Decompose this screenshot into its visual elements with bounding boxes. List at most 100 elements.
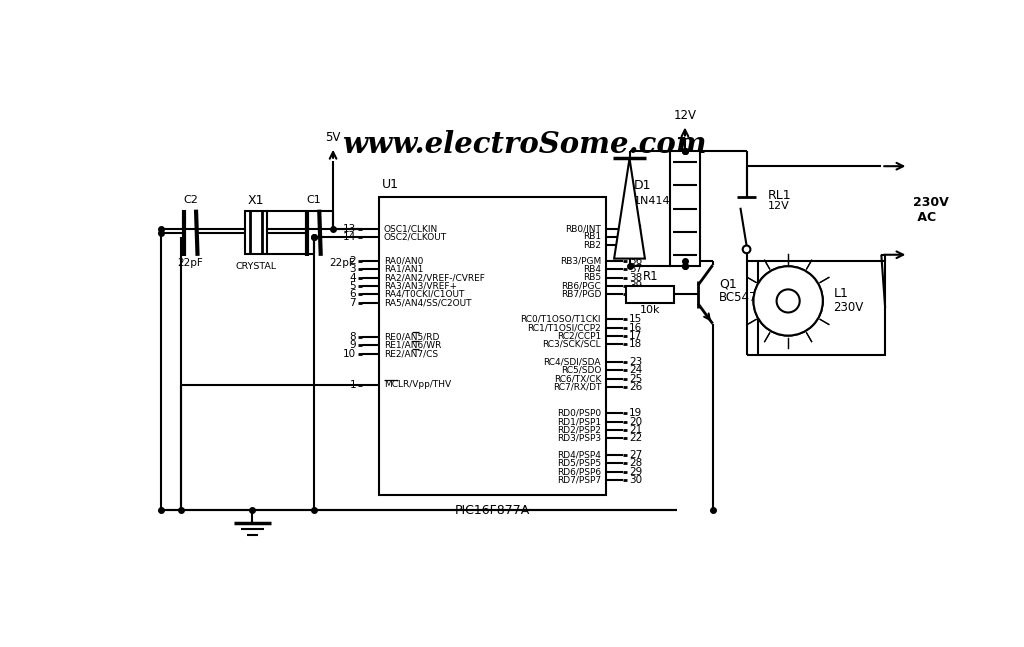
Text: 37: 37 [629,265,642,274]
Text: 35: 35 [629,240,642,250]
Text: RB4: RB4 [583,265,601,274]
Text: RC2/CCP1: RC2/CCP1 [557,331,601,340]
Text: RA0/AN0: RA0/AN0 [384,257,423,265]
Text: OSC2/CLKOUT: OSC2/CLKOUT [384,232,447,241]
Text: 26: 26 [629,382,642,392]
Text: 22: 22 [629,433,642,443]
Text: RC0/T1OSO/T1CKI: RC0/T1OSO/T1CKI [520,314,601,324]
Text: RA1/AN1: RA1/AN1 [384,265,423,274]
Text: RD6/PSP6: RD6/PSP6 [557,467,601,476]
Text: RC5/SDO: RC5/SDO [561,366,601,375]
Text: RB1: RB1 [583,232,601,241]
Text: C1: C1 [306,195,322,205]
Text: CRYSTAL: CRYSTAL [236,262,276,271]
Text: RD3/PSP3: RD3/PSP3 [557,434,601,443]
Text: RD4/PSP4: RD4/PSP4 [557,450,601,459]
Circle shape [754,267,823,336]
Text: 12V: 12V [674,109,696,122]
Text: 8: 8 [349,332,356,342]
Text: 10k: 10k [640,305,660,315]
Text: RC7/RX/DT: RC7/RX/DT [553,382,601,391]
Text: U1: U1 [382,178,399,191]
Text: 24: 24 [629,366,642,375]
Text: 9: 9 [349,340,356,351]
Text: R1: R1 [642,270,658,283]
Text: 7: 7 [349,298,356,308]
Text: 38: 38 [629,273,642,283]
Text: RC4/SDI/SDA: RC4/SDI/SDA [544,358,601,367]
Text: RE0/AN5/RD: RE0/AN5/RD [384,333,439,342]
Text: 19: 19 [629,408,642,419]
Text: 20: 20 [629,417,642,426]
Bar [627,286,674,303]
Text: RB2: RB2 [583,241,601,250]
Text: 14: 14 [343,232,356,242]
Text: 3: 3 [349,265,356,274]
Bar [246,211,267,254]
Text: D1: D1 [634,179,651,192]
Text: BC547: BC547 [719,291,758,304]
Text: 30: 30 [629,475,642,485]
Polygon shape [614,159,645,259]
Text: Q1: Q1 [719,277,736,290]
Text: RA4/T0CKI/C1OUT: RA4/T0CKI/C1OUT [384,290,464,299]
Text: 40: 40 [629,289,642,300]
Bar [670,151,700,267]
Text: 2: 2 [349,256,356,266]
Text: 5V: 5V [326,131,341,144]
Text: RA3/AN3/VREF+: RA3/AN3/VREF+ [384,281,457,291]
Text: C2: C2 [183,195,198,205]
Text: 1: 1 [349,380,356,389]
Text: RE2/AN7/CS: RE2/AN7/CS [384,349,438,358]
Text: 17: 17 [629,331,642,341]
Text: L1: L1 [834,287,849,300]
Circle shape [776,289,800,313]
Text: X1: X1 [248,193,264,206]
Text: 27: 27 [629,450,642,460]
Text: RB0/INT: RB0/INT [565,224,601,233]
Text: RA5/AN4/SS/C2OUT: RA5/AN4/SS/C2OUT [384,298,471,307]
Text: RB7/PGD: RB7/PGD [561,290,601,299]
Text: 230V
 AC: 230V AC [912,197,948,225]
Text: 29: 29 [629,466,642,477]
Text: L1: L1 [834,287,849,300]
Text: RD7/PSP7: RD7/PSP7 [557,476,601,485]
Text: 39: 39 [629,281,642,291]
Text: 16: 16 [629,322,642,333]
Text: RA2/AN2/VREF-/CVREF: RA2/AN2/VREF-/CVREF [384,273,484,282]
Text: MCLR/Vpp/THV: MCLR/Vpp/THV [384,380,451,389]
Text: 33: 33 [629,224,642,234]
Text: 5: 5 [349,281,356,291]
Text: RD2/PSP2: RD2/PSP2 [557,426,601,435]
Text: 230V: 230V [834,301,864,314]
Text: RD1/PSP1: RD1/PSP1 [557,417,601,426]
Text: 6: 6 [349,289,356,300]
Text: 22pF: 22pF [178,258,204,268]
Bar [758,261,885,355]
Text: RC3/SCK/SCL: RC3/SCK/SCL [543,340,601,349]
Circle shape [742,245,751,253]
Text: RD0/PSP0: RD0/PSP0 [557,409,601,418]
Text: 36: 36 [629,256,642,266]
Text: RC1/T1OSI/CCP2: RC1/T1OSI/CCP2 [527,323,601,332]
Text: RD5/PSP5: RD5/PSP5 [557,459,601,468]
Text: 23: 23 [629,357,642,367]
Bar [379,197,606,495]
Circle shape [754,267,823,336]
Text: 18: 18 [629,339,642,349]
Text: RB3/PGM: RB3/PGM [560,257,601,265]
Text: 28: 28 [629,458,642,468]
Text: RB6/PGC: RB6/PGC [561,281,601,291]
Text: 10: 10 [343,349,356,358]
Text: RB5: RB5 [583,273,601,282]
Text: 1N4148: 1N4148 [634,196,678,206]
Text: 21: 21 [629,425,642,435]
Text: RC6/TX/CK: RC6/TX/CK [554,374,601,383]
Text: OSC1/CLKIN: OSC1/CLKIN [384,224,438,233]
Circle shape [776,289,800,313]
Text: 4: 4 [349,273,356,283]
Text: PIC16F877A: PIC16F877A [455,504,530,517]
Text: 22pF: 22pF [330,258,355,268]
Text: RL1: RL1 [768,189,792,202]
Text: 230V: 230V [834,301,864,314]
